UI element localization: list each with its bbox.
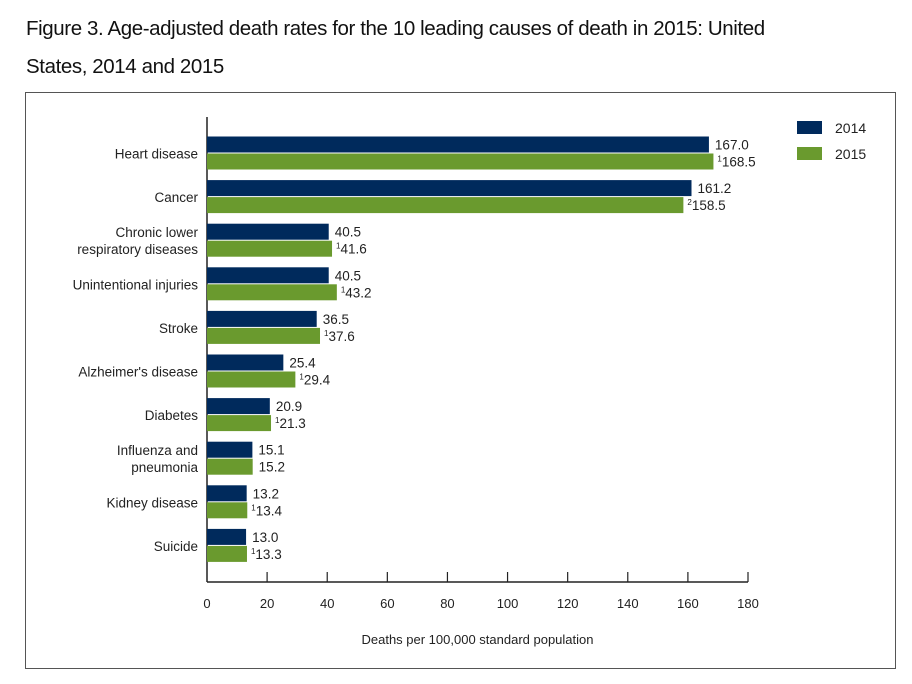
bar-2015: [207, 371, 296, 388]
category-label: Suicide: [154, 539, 198, 554]
category-label: respiratory diseases: [77, 242, 198, 257]
footnote-marker: 1: [717, 155, 722, 164]
category-label: Cancer: [154, 190, 198, 205]
x-tick-label: 20: [260, 596, 274, 611]
category-label: pneumonia: [131, 460, 198, 475]
legend-label-2014: 2014: [835, 120, 866, 136]
footnote-marker: 1: [251, 503, 256, 512]
data-label-2015: 137.6: [324, 329, 355, 344]
x-tick-label: 180: [737, 596, 759, 611]
bar-2015: [207, 240, 333, 257]
footnote-marker: 1: [275, 416, 280, 425]
data-label-2015: 141.6: [336, 242, 367, 257]
data-label-2015: 15.2: [259, 460, 285, 475]
footnote-marker: 1: [324, 329, 329, 338]
data-label-2014: 167.0: [715, 138, 749, 153]
bar-2015: [207, 545, 247, 562]
legend-swatch-2014: [797, 121, 822, 134]
x-tick-label: 160: [677, 596, 699, 611]
footnote-marker: 1: [336, 242, 341, 251]
category-label: Unintentional injuries: [73, 277, 199, 292]
bar-2015: [207, 197, 684, 214]
bar-2014: [207, 180, 692, 197]
data-value: 41.6: [340, 242, 366, 257]
footnote-marker: 2: [687, 198, 692, 207]
footnote-marker: 1: [299, 373, 304, 382]
data-label-2015: 113.4: [251, 503, 282, 518]
data-value: 43.2: [345, 285, 371, 300]
bar-2015: [207, 153, 714, 170]
bar-2015: [207, 458, 253, 475]
bar-2015: [207, 415, 272, 432]
bar-2014: [207, 441, 253, 458]
bar-2014: [207, 354, 284, 371]
bar-2014: [207, 267, 329, 284]
data-value: 29.4: [304, 373, 331, 388]
data-label-2014: 40.5: [335, 225, 361, 240]
data-label-2015: 113.3: [251, 547, 282, 562]
data-label-2014: 13.0: [252, 530, 278, 545]
data-label-2014: 36.5: [323, 312, 349, 327]
figure-title-line-1: Figure 3. Age-adjusted death rates for t…: [26, 17, 765, 40]
data-value: 21.3: [279, 416, 305, 431]
category-label: Stroke: [159, 321, 198, 336]
data-label-2014: 15.1: [258, 443, 284, 458]
category-label: Chronic lower: [115, 225, 198, 240]
data-value: 13.4: [256, 503, 283, 518]
data-label-2015: 2158.5: [687, 198, 725, 213]
data-label-2014: 40.5: [335, 268, 361, 283]
category-label: Influenza and: [117, 443, 198, 458]
data-label-2015: 121.3: [275, 416, 306, 431]
bar-2014: [207, 136, 709, 153]
figure-title-line-2: States, 2014 and 2015: [26, 55, 224, 78]
x-tick-label: 40: [320, 596, 334, 611]
figure-title: Figure 3. Age-adjusted death rates for t…: [26, 10, 896, 86]
data-label-2014: 161.2: [697, 181, 731, 196]
x-tick-label: 140: [617, 596, 639, 611]
data-label-2014: 13.2: [253, 486, 279, 501]
category-label: Alzheimer's disease: [78, 365, 198, 380]
bar-2015: [207, 502, 248, 519]
x-axis-title: Deaths per 100,000 standard population: [361, 632, 593, 647]
data-label-2015: 1168.5: [717, 155, 755, 170]
bar-2014: [207, 398, 270, 415]
data-value: 37.6: [328, 329, 354, 344]
x-tick-label: 120: [557, 596, 579, 611]
legend-swatch-2015: [797, 147, 822, 160]
footnote-marker: 1: [341, 285, 346, 294]
category-label: Diabetes: [145, 408, 199, 423]
data-label-2014: 25.4: [289, 356, 316, 371]
data-value: 158.5: [692, 198, 726, 213]
x-tick-label: 0: [203, 596, 210, 611]
footnote-marker: 1: [251, 547, 256, 556]
legend-label-2015: 2015: [835, 146, 866, 162]
data-label-2015: 129.4: [299, 373, 330, 388]
bar-2014: [207, 528, 247, 545]
bar-2015: [207, 327, 321, 344]
x-tick-label: 80: [440, 596, 454, 611]
bar-2014: [207, 485, 247, 502]
bar-2014: [207, 310, 317, 327]
category-label: Kidney disease: [106, 495, 198, 510]
bar-2014: [207, 223, 329, 240]
bar-2015: [207, 284, 337, 301]
x-tick-label: 60: [380, 596, 394, 611]
data-value: 13.3: [255, 547, 281, 562]
x-tick-label: 100: [497, 596, 519, 611]
category-label: Heart disease: [115, 147, 198, 162]
data-value: 168.5: [722, 155, 756, 170]
data-label-2014: 20.9: [276, 399, 302, 414]
data-label-2015: 143.2: [341, 285, 372, 300]
